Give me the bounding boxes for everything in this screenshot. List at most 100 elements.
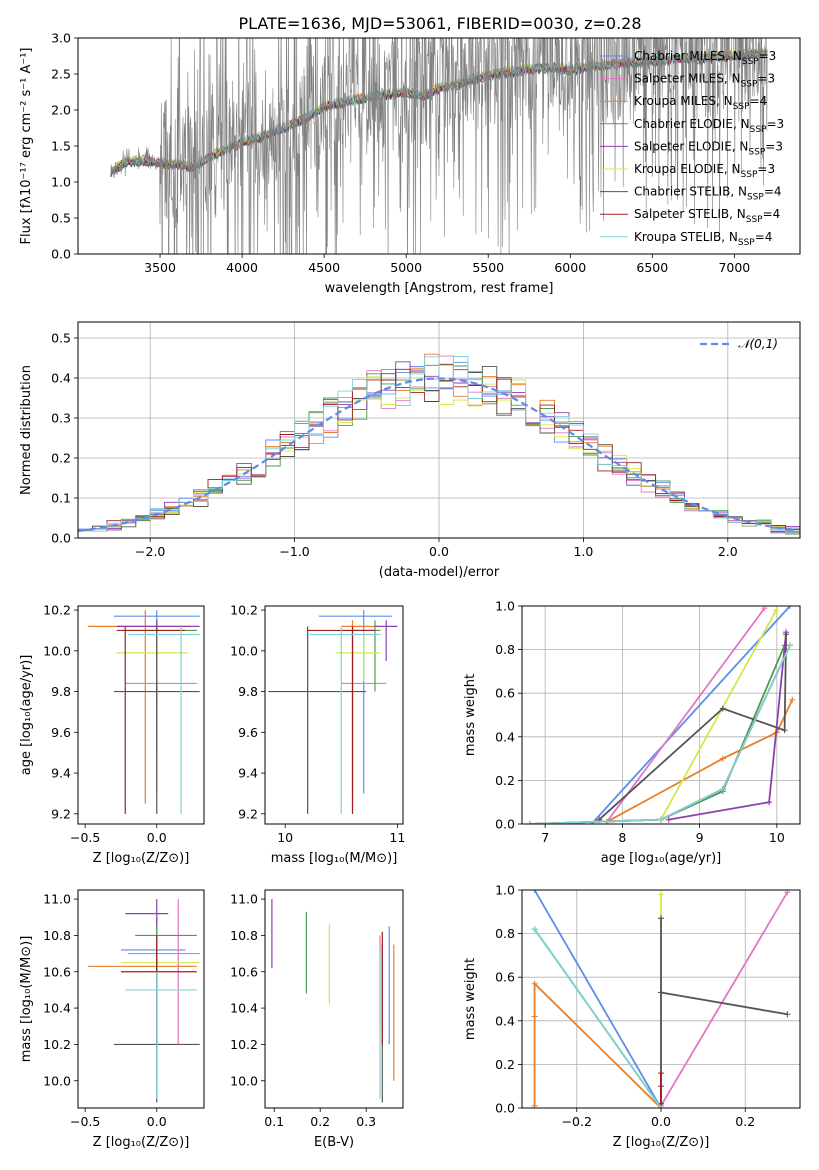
- y-axis-label: Flux [fλ10⁻¹⁷ erg cm⁻² s⁻¹ A⁻¹]: [19, 48, 34, 245]
- y-tick-label: 9.8: [238, 684, 258, 699]
- y-tick-label: 10.6: [43, 964, 71, 979]
- axes-frame: [77, 321, 801, 539]
- legend-label: Chabrier ELODIE, NSSP=3: [634, 117, 784, 135]
- y-tick-label: 0.2: [495, 773, 515, 788]
- y-tick-label: 11.0: [230, 892, 258, 907]
- y-axis-label: mass weight: [463, 958, 478, 1040]
- y-tick-label: 0.1: [51, 491, 71, 506]
- weight-line-salpeter-stelib: [529, 644, 791, 824]
- errorbar-salpeter-elodie: [125, 899, 169, 927]
- x-axis-label: E(B-V): [314, 1135, 354, 1150]
- errorbar-kroupa-stelib: [307, 626, 381, 814]
- x-tick-label: 0.1: [264, 1114, 284, 1129]
- errorbar-kroupa-stelib: [128, 626, 200, 814]
- x-tick-label: 0.0: [429, 544, 449, 559]
- weight-line-kroupa-stelib: [529, 644, 791, 824]
- y-tick-label: 0.0: [51, 531, 71, 546]
- legend-label: Salpeter ELODIE, NSSP=3: [634, 139, 783, 157]
- x-tick-label: 5000: [390, 260, 422, 275]
- x-tick-label: −0.5: [70, 830, 100, 845]
- x-tick-label: 1.0: [573, 544, 593, 559]
- y-tick-label: 0.6: [495, 686, 515, 701]
- y-tick-label: 9.2: [51, 806, 71, 821]
- weight-line-chabrier-stelib: [660, 918, 788, 1104]
- x-tick-label: 2.0: [718, 544, 738, 559]
- y-tick-label: 0.0: [495, 817, 515, 832]
- panel-weight_vs_age: 7 8 9 10 0.0 0.2 0.4 0.6 0.8 1.0 age [log₁₀(age/yr…: [463, 599, 801, 866]
- plot-area-spectrum: [110, 38, 768, 254]
- x-tick-label: −2.0: [135, 544, 165, 559]
- weight-marker: [531, 890, 538, 893]
- weight-line-kroupa-miles: [533, 981, 662, 1108]
- y-tick-label: 9.2: [238, 806, 258, 821]
- y-tick-label: 0.0: [495, 1101, 515, 1116]
- x-tick-label: 9: [696, 830, 704, 845]
- x-tick-label: 11: [389, 830, 405, 845]
- weight-marker: [658, 915, 664, 922]
- x-tick-label: 5500: [472, 260, 504, 275]
- axes-frame: [264, 889, 404, 1109]
- axes-frame: [521, 889, 801, 1109]
- x-axis-label: wavelength [Angstrom, rest frame]: [325, 281, 554, 296]
- x-axis-label: mass [log₁₀(M/M⊙)]: [271, 851, 398, 866]
- y-tick-label: 10.0: [230, 643, 258, 658]
- x-tick-label: 0.3: [356, 1114, 376, 1129]
- y-tick-label: 10.8: [230, 928, 258, 943]
- legend-label: Chabrier MILES, NSSP=3: [634, 49, 776, 67]
- y-tick-label: 2.5: [51, 67, 71, 82]
- y-tick-label: 10.0: [230, 1073, 258, 1088]
- legend-label: 𝒩(0,1): [738, 337, 778, 351]
- y-tick-label: 10.2: [43, 603, 71, 618]
- legend-label: Kroupa MILES, NSSP=4: [634, 94, 767, 112]
- x-tick-label: 10: [769, 830, 785, 845]
- errorbar-kroupa-elodie: [335, 630, 381, 682]
- y-tick-label: 10.6: [230, 964, 258, 979]
- y-tick-label: 10.4: [230, 1001, 258, 1016]
- weight-marker: [526, 821, 533, 824]
- weight-marker: [719, 755, 726, 762]
- errorbar-kroupa-elodie: [120, 944, 200, 990]
- y-tick-label: 0.5: [51, 331, 71, 346]
- y-axis-label: mass weight: [463, 674, 478, 756]
- y-tick-label: 0.3: [51, 411, 71, 426]
- weight-marker: [786, 606, 793, 609]
- y-tick-label: 1.0: [495, 599, 515, 614]
- x-axis-label: Z [log₁₀(Z/Z⊙)]: [93, 851, 190, 866]
- weight-marker: [658, 1070, 664, 1077]
- weight-marker: [783, 631, 790, 638]
- y-tick-label: 10.2: [230, 1037, 258, 1052]
- axes-frame: [264, 605, 404, 825]
- y-tick-label: 10.4: [43, 1001, 71, 1016]
- x-tick-label: 3500: [144, 260, 176, 275]
- y-tick-label: 9.6: [238, 725, 258, 740]
- legend-label: Kroupa STELIB, NSSP=4: [634, 230, 772, 248]
- panel-weight_vs_Z: −0.2 0.0 0.2 0.0 0.2 0.4 0.6 0.8 1.0 Z [log₁₀(Z/Z…: [463, 883, 801, 1150]
- y-tick-label: 0.6: [495, 970, 515, 985]
- x-axis-label: (data-model)/error: [379, 565, 500, 580]
- legend-label: Salpeter STELIB, NSSP=4: [634, 207, 780, 225]
- y-tick-label: 0.2: [495, 1057, 515, 1072]
- plot-area-age_vs_Z: [88, 610, 200, 814]
- plot-area-age_vs_mass: [268, 610, 398, 814]
- x-tick-label: 6000: [554, 260, 586, 275]
- weight-marker: [789, 696, 796, 703]
- y-tick-label: 2.0: [51, 103, 71, 118]
- y-axis-label: Normed distribution: [19, 365, 34, 495]
- axes-frame: [521, 605, 801, 825]
- x-tick-label: −1.0: [279, 544, 309, 559]
- figure-title: PLATE=1636, MJD=53061, FIBERID=0030, z=0…: [238, 14, 641, 33]
- axes-frame: [77, 37, 801, 255]
- x-tick-label: 0.2: [735, 1114, 755, 1129]
- normal-curve: [78, 377, 798, 533]
- y-tick-label: 10.0: [43, 643, 71, 658]
- y-tick-label: 0.4: [495, 729, 515, 744]
- y-tick-label: 9.4: [238, 766, 258, 781]
- weight-line-chabrier-elodie: [529, 644, 786, 824]
- weight-line-salpeter-elodie: [668, 632, 787, 821]
- y-tick-label: 0.8: [495, 642, 515, 657]
- legend: Chabrier MILES, NSSP=3 Salpeter MILES, NS…: [600, 49, 784, 248]
- y-tick-label: 1.5: [51, 139, 71, 154]
- y-tick-label: 1.0: [495, 883, 515, 898]
- weight-marker: [786, 642, 793, 649]
- y-tick-label: 10.0: [43, 1073, 71, 1088]
